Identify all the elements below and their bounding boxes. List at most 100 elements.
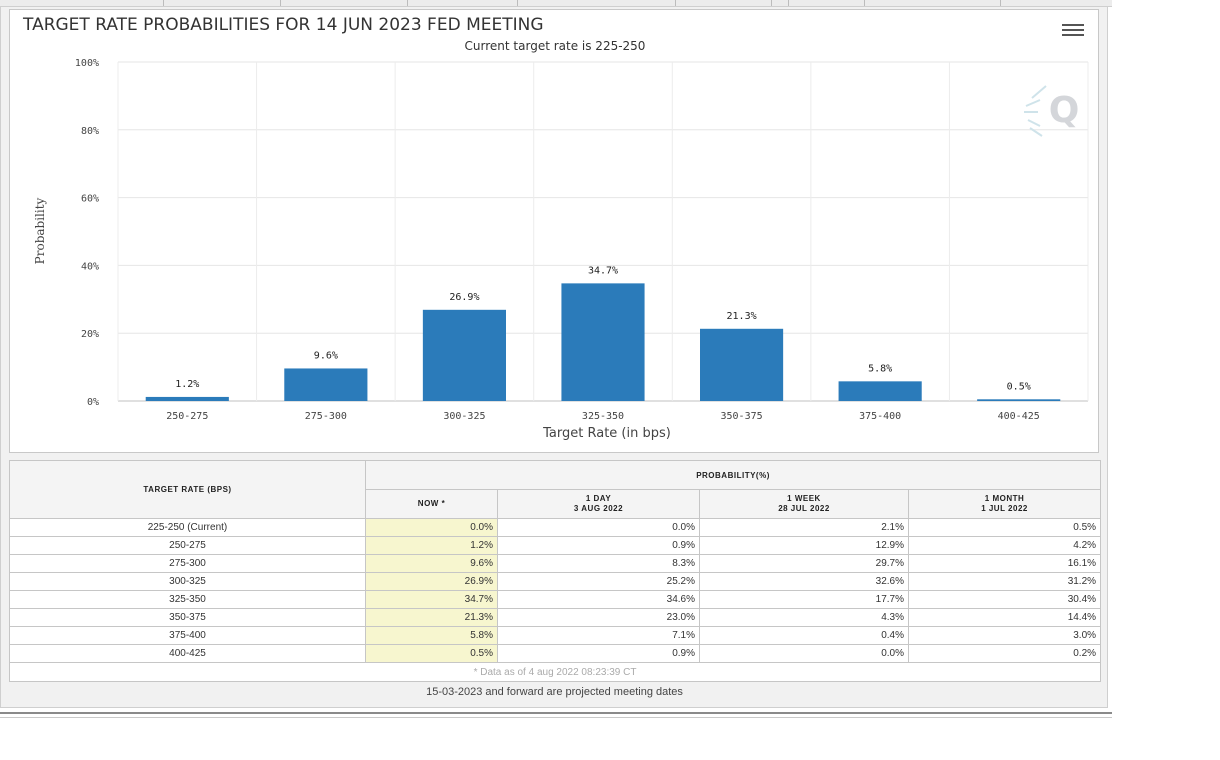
row-1month: 30.4%	[907, 590, 1102, 609]
col-header-1day[interactable]: 1 DAY 3 AUG 2022	[497, 489, 700, 519]
data-note: * Data as of 4 aug 2022 08:23:39 CT	[8, 662, 1102, 682]
row-1day: 7.1%	[497, 626, 700, 645]
row-1day: 8.3%	[497, 554, 700, 573]
y-tick-label: 0%	[87, 397, 99, 408]
data-label: 5.8%	[868, 363, 892, 374]
bar[interactable]	[977, 399, 1061, 401]
row-rate: 225-250 (Current)	[9, 518, 366, 537]
bar[interactable]	[561, 283, 645, 401]
bottom-divider	[0, 712, 1112, 714]
x-tick-label: 375-400	[859, 411, 901, 422]
chart-panel: TARGET RATE PROBABILITIES FOR 14 JUN 202…	[9, 9, 1099, 453]
row-rate: 400-425	[9, 644, 366, 663]
row-now: 34.7%	[365, 590, 498, 609]
row-1week: 0.0%	[699, 644, 909, 663]
row-1day: 25.2%	[497, 572, 700, 591]
bar[interactable]	[700, 328, 784, 401]
y-tick-label: 60%	[81, 194, 99, 205]
table-row: 225-250 (Current) 0.0% 0.0% 2.1% 0.5%	[9, 518, 1102, 537]
footer-note: 15-03-2023 and forward are projected mee…	[426, 686, 683, 698]
row-1week: 29.7%	[699, 554, 909, 573]
x-tick-label: 350-375	[720, 411, 762, 422]
data-note-row: * Data as of 4 aug 2022 08:23:39 CT	[8, 662, 1102, 682]
bar[interactable]	[422, 309, 506, 401]
x-tick-label: 400-425	[998, 411, 1040, 422]
col-1week-date: 28 JUL 2022	[778, 504, 830, 513]
row-now: 0.0%	[365, 518, 498, 537]
data-label: 0.5%	[1007, 381, 1031, 392]
bottom-divider-secondary	[0, 717, 1112, 718]
row-1week: 12.9%	[699, 536, 909, 555]
row-rate: 350-375	[9, 608, 366, 627]
data-label: 26.9%	[449, 292, 479, 303]
bar[interactable]	[145, 396, 229, 401]
table-row: 325-350 34.7% 34.6% 17.7% 30.4%	[9, 590, 1102, 609]
row-1week: 0.4%	[699, 626, 909, 645]
bar[interactable]	[838, 381, 922, 401]
row-rate: 300-325	[9, 572, 366, 591]
row-now: 0.5%	[365, 644, 498, 663]
x-tick-label: 325-350	[582, 411, 624, 422]
x-axis-title: Target Rate (in bps)	[542, 426, 671, 441]
row-rate: 325-350	[9, 590, 366, 609]
svg-text:Q: Q	[1049, 90, 1080, 131]
row-1day: 0.9%	[497, 644, 700, 663]
col-1day-label: 1 DAY	[585, 494, 612, 503]
y-tick-label: 40%	[81, 261, 99, 272]
row-1month: 31.2%	[907, 572, 1102, 591]
row-1week: 2.1%	[699, 518, 909, 537]
row-1month: 16.1%	[907, 554, 1102, 573]
hamburger-menu-icon[interactable]	[1062, 24, 1084, 36]
bar[interactable]	[284, 368, 368, 401]
x-tick-label: 275-300	[305, 411, 347, 422]
col-header-1week[interactable]: 1 WEEK 28 JUL 2022	[699, 489, 909, 519]
row-rate: 250-275	[9, 536, 366, 555]
row-1month: 0.2%	[907, 644, 1102, 663]
row-now: 26.9%	[365, 572, 498, 591]
col-1month-date: 1 JUL 2022	[981, 504, 1028, 513]
row-now: 5.8%	[365, 626, 498, 645]
target-rate-header: TARGET RATE (BPS)	[9, 460, 366, 519]
probability-table: TARGET RATE (BPS) PROBABILITY(%) NOW * 1…	[8, 460, 1102, 682]
table-row: 350-375 21.3% 23.0% 4.3% 14.4%	[9, 608, 1102, 627]
y-tick-label: 100%	[75, 58, 99, 69]
col-1month-label: 1 MONTH	[984, 494, 1025, 503]
data-label: 9.6%	[314, 350, 338, 361]
row-now: 21.3%	[365, 608, 498, 627]
y-tick-label: 80%	[81, 126, 99, 137]
x-tick-label: 300-325	[443, 411, 485, 422]
row-rate: 375-400	[9, 626, 366, 645]
data-label: 34.7%	[588, 265, 618, 276]
x-tick-label: 250-275	[166, 411, 208, 422]
row-1month: 3.0%	[907, 626, 1102, 645]
row-1week: 17.7%	[699, 590, 909, 609]
row-now: 9.6%	[365, 554, 498, 573]
col-1week-label: 1 WEEK	[787, 494, 821, 503]
col-now-label: NOW *	[417, 499, 446, 508]
row-rate: 275-300	[9, 554, 366, 573]
data-label: 1.2%	[175, 379, 199, 390]
bar-chart: TARGET RATE PROBABILITIES FOR 14 JUN 202…	[22, 15, 1089, 441]
row-now: 1.2%	[365, 536, 498, 555]
y-axis-title: Probability	[33, 197, 47, 264]
data-label: 21.3%	[727, 311, 757, 322]
row-1day: 0.0%	[497, 518, 700, 537]
probability-header: PROBABILITY(%)	[364, 460, 1102, 490]
row-1month: 4.2%	[907, 536, 1102, 555]
table-row: 275-300 9.6% 8.3% 29.7% 16.1%	[9, 554, 1102, 573]
col-1day-date: 3 AUG 2022	[573, 504, 624, 513]
col-header-1month[interactable]: 1 MONTH 1 JUL 2022	[907, 489, 1102, 519]
col-header-now[interactable]: NOW *	[365, 489, 498, 519]
cme-q-logo-icon: Q	[1024, 85, 1080, 137]
chart-title: TARGET RATE PROBABILITIES FOR 14 JUN 202…	[22, 15, 544, 35]
table-row: 250-275 1.2% 0.9% 12.9% 4.2%	[9, 536, 1102, 555]
table-row: 300-325 26.9% 25.2% 32.6% 31.2%	[9, 572, 1102, 591]
table-row: 400-425 0.5% 0.9% 0.0% 0.2%	[9, 644, 1102, 663]
row-1week: 32.6%	[699, 572, 909, 591]
row-1day: 0.9%	[497, 536, 700, 555]
row-1month: 0.5%	[907, 518, 1102, 537]
table-row: 375-400 5.8% 7.1% 0.4% 3.0%	[9, 626, 1102, 645]
row-1week: 4.3%	[699, 608, 909, 627]
row-1day: 34.6%	[497, 590, 700, 609]
row-1day: 23.0%	[497, 608, 700, 627]
